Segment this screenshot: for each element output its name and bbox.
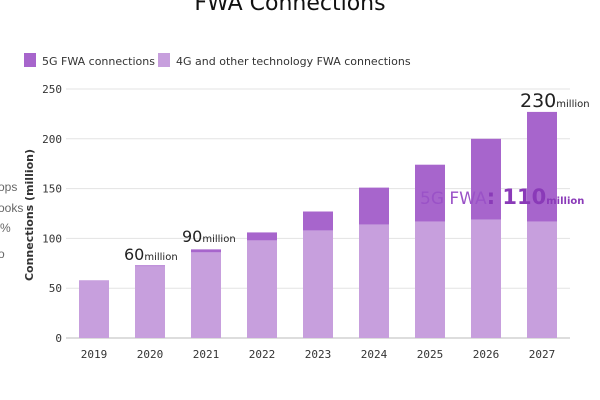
annotation-colon: : [487,185,503,209]
x-axis-ticks: 2019 2020 2021 2022 2023 2024 2025 2026 2027 [81,348,556,361]
bar-5g [359,187,389,225]
bar-4g-other [135,266,165,338]
fragment-text: ops [0,180,17,194]
x-tick-label: 2022 [249,348,276,361]
annotation-label: 5G FWA [420,189,487,209]
annotation-value: 90 [182,227,202,246]
x-tick-label: 2024 [361,348,388,361]
fragment-text: o [0,247,5,261]
fragment-text: ooks [0,201,23,215]
bar-5g [527,111,557,222]
annotation-unit: million [546,196,584,207]
bar-4g-other [471,219,501,338]
annotation-value: 230 [520,90,556,112]
x-tick-label: 2027 [529,348,556,361]
legend-label-5g: 5G FWA connections [42,55,155,68]
bar-5g [135,265,165,267]
y-axis-label: Connections (million) [23,149,36,281]
legend-label-4g: 4G and other technology FWA connections [176,55,411,68]
annotation-5g-fwa: 5G FWA: 110million [420,185,584,209]
y-tick-label: 0 [55,332,62,345]
bar-4g-other [527,221,557,338]
annotation-value: 60 [124,245,144,264]
bar-4g-other [191,252,221,338]
bar-5g [191,249,221,253]
bar-4g-other [247,240,277,338]
annotation-2027-total: 230million [520,90,590,112]
legend: 5G FWA connections 4G and other technolo… [24,53,411,68]
x-tick-label: 2026 [473,348,500,361]
annotation-unit: million [144,252,177,263]
y-tick-label: 150 [42,183,62,196]
svg-text:230million: 230million [520,90,590,112]
fragment-text: % [0,221,11,235]
svg-text:5G FWA: 110million: 5G FWA: 110million [420,185,584,209]
bars [79,111,557,338]
x-tick-label: 2021 [193,348,220,361]
bar-5g [303,211,333,231]
annotation-2020: 60million [124,245,178,264]
x-tick-label: 2023 [305,348,332,361]
annotation-unit: million [556,99,589,110]
bar-4g-other [303,230,333,338]
annotation-value: 110 [502,185,546,209]
bar-5g [247,232,277,241]
bar-4g-other [415,221,445,338]
bar-4g-other [359,224,389,338]
y-tick-label: 50 [49,282,62,295]
svg-text:90million: 90million [182,227,236,246]
y-tick-label: 250 [42,83,62,96]
y-tick-label: 200 [42,133,62,146]
y-axis-ticks: 0 50 100 150 200 250 [42,83,62,345]
chart-title: FWA Connections [194,0,385,16]
bar-5g [415,164,445,222]
x-tick-label: 2020 [137,348,164,361]
x-tick-label: 2025 [417,348,444,361]
legend-swatch-5g [24,53,36,67]
x-tick-label: 2019 [81,348,108,361]
annotation-unit: million [202,234,235,245]
annotation-2021: 90million [182,227,236,246]
svg-text:60million: 60million [124,245,178,264]
y-tick-label: 100 [42,232,62,245]
bar-5g [471,138,501,220]
background-fragments: ops ooks % o [0,180,23,261]
bar-4g-other [79,280,109,338]
legend-swatch-4g [158,53,170,67]
